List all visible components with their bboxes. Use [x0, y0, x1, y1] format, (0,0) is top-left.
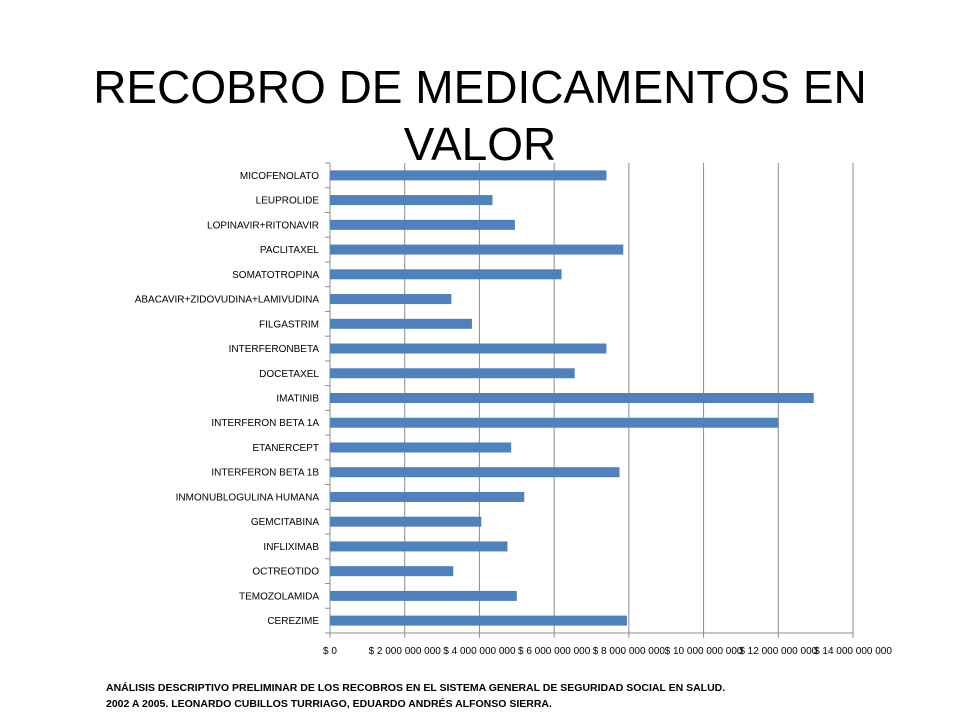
bar — [330, 417, 779, 428]
x-tick-label: $ 12 000 000 000 — [739, 646, 817, 657]
x-tick-label: $ 0 — [323, 646, 337, 657]
category-label: LEUPROLIDE — [256, 196, 320, 207]
bar — [330, 368, 575, 379]
category-label: INTERFERON BETA 1B — [211, 468, 319, 479]
bar — [330, 318, 472, 329]
bar — [330, 590, 517, 601]
x-tick-label: $ 10 000 000 000 — [665, 646, 743, 657]
bar — [330, 393, 814, 403]
slide-title-line-2: VALOR — [403, 117, 557, 170]
bar — [330, 491, 525, 502]
slide-title: RECOBRO DE MEDICAMENTOS EN VALOR — [0, 59, 960, 173]
x-tick-label: $ 2 000 000 000 — [369, 646, 442, 657]
source-footnote: ANÁLISIS DESCRIPTIVO PRELIMINAR DE LOS R… — [106, 680, 725, 712]
source-footnote-line-2: 2002 A 2005. LEONARDO CUBILLOS TURRIAGO,… — [106, 698, 552, 710]
category-label: PACLITAXEL — [260, 245, 320, 256]
bar — [330, 516, 482, 527]
bar — [330, 442, 512, 453]
category-label: ABACAVIR+ZIDOVUDINA+LAMIVUDINA — [135, 295, 320, 306]
x-tick-label: $ 8 000 000 000 — [593, 646, 666, 657]
bar — [330, 195, 493, 206]
category-label: INFLIXIMAB — [263, 542, 319, 553]
category-label: SOMATOTROPINA — [232, 270, 319, 281]
bar — [330, 219, 515, 230]
category-label: LOPINAVIR+RITONAVIR — [207, 220, 319, 231]
bar — [330, 541, 508, 552]
category-label: INTERFERONBETA — [229, 344, 320, 355]
bar-chart: $ 0 $ 2 000 000 000 $ 4 000 000 000 $ 6 000… — [135, 162, 892, 657]
category-label: TEMOZOLAMIDA — [239, 591, 319, 602]
x-tick-label: $ 6 000 000 000 — [518, 646, 591, 657]
category-label: INMONUBLOGULINA HUMANA — [176, 492, 320, 503]
slide-title-line-1: RECOBRO DE MEDICAMENTOS EN — [93, 60, 867, 113]
bar — [330, 269, 562, 280]
x-tick-label: $ 14 000 000 000 — [814, 646, 892, 657]
category-label: DOCETAXEL — [259, 369, 319, 380]
category-label: INTERFERON BETA 1A — [211, 418, 319, 429]
bar — [330, 170, 607, 181]
bar — [330, 343, 607, 354]
category-label: ETANERCEPT — [253, 443, 320, 454]
bar — [330, 294, 452, 305]
category-label: IMATINIB — [276, 394, 319, 405]
bar — [330, 615, 627, 626]
category-label: MICOFENOLATO — [240, 171, 319, 182]
bar — [330, 244, 624, 255]
category-label: GEMCITABINA — [251, 517, 319, 528]
category-label: CEREZIME — [267, 616, 319, 627]
bar — [330, 467, 620, 478]
category-label: FILGASTRIM — [259, 319, 319, 330]
bar — [330, 566, 454, 577]
source-footnote-line-1: ANÁLISIS DESCRIPTIVO PRELIMINAR DE LOS R… — [106, 682, 726, 694]
x-tick-label: $ 4 000 000 000 — [443, 646, 516, 657]
category-label: OCTREOTIDO — [252, 567, 319, 578]
